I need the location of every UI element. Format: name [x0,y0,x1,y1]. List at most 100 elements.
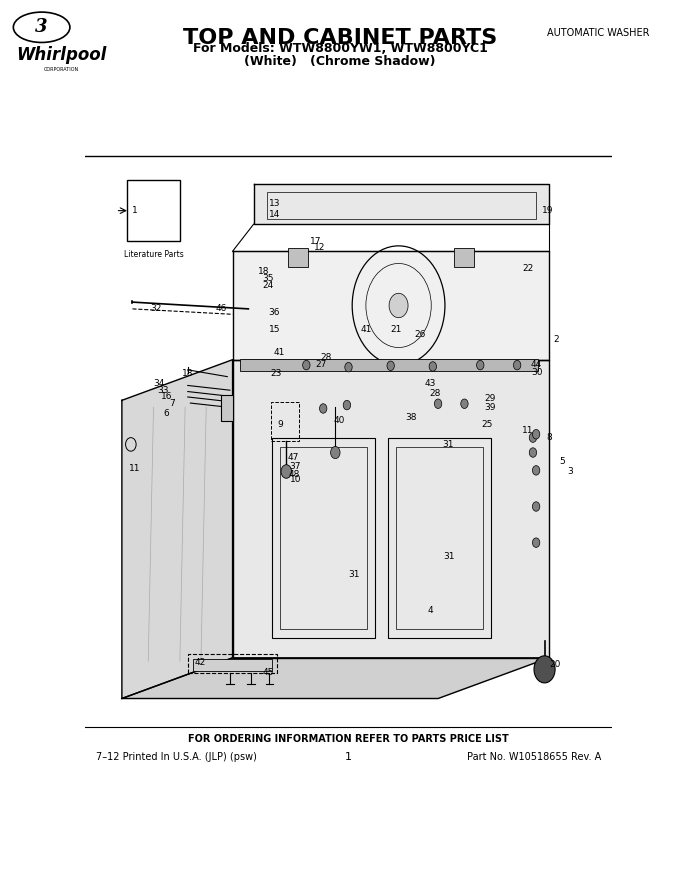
Text: 31: 31 [442,440,454,449]
Bar [188,655,277,673]
Text: 35: 35 [262,274,274,282]
Polygon shape [233,252,549,360]
Text: 26: 26 [415,330,426,339]
Circle shape [303,361,310,370]
Text: 15: 15 [269,325,280,334]
Circle shape [532,538,540,547]
Text: 42: 42 [194,658,205,667]
Text: 28: 28 [321,353,332,363]
Circle shape [532,502,540,511]
Bar [241,359,539,371]
Circle shape [461,399,468,408]
Text: 41: 41 [360,325,371,334]
Text: 28: 28 [430,389,441,398]
Text: 23: 23 [270,369,282,378]
Text: 31: 31 [443,552,454,561]
Text: 43: 43 [424,379,436,388]
Text: 13: 13 [269,200,280,209]
Circle shape [529,448,537,458]
Text: 34: 34 [153,379,165,388]
Text: 16: 16 [161,392,173,401]
Text: 37: 37 [289,462,301,471]
Text: 7–12 Printed In U.S.A. (JLP) (psw): 7–12 Printed In U.S.A. (JLP) (psw) [95,752,256,762]
Bar [127,180,180,241]
Text: Part No. W10518655 Rev. A: Part No. W10518655 Rev. A [467,752,602,762]
Text: 29: 29 [484,394,496,403]
Text: 32: 32 [150,304,162,313]
Text: 12: 12 [314,244,325,253]
Text: 38: 38 [405,413,416,422]
Text: 21: 21 [390,325,402,334]
Circle shape [320,404,327,414]
Text: 1: 1 [132,206,138,215]
Bar [288,248,308,267]
Text: 6: 6 [164,409,169,418]
Circle shape [343,400,351,410]
Text: 47: 47 [288,453,299,463]
Circle shape [532,466,540,475]
Text: 14: 14 [269,209,280,218]
Text: 22: 22 [522,264,533,273]
Text: 5: 5 [559,457,565,466]
Text: 10: 10 [290,475,301,484]
Text: 27: 27 [316,360,327,369]
Text: 7: 7 [169,400,175,408]
Circle shape [513,361,521,370]
Circle shape [330,446,340,458]
Text: 17: 17 [309,237,321,246]
Polygon shape [233,360,549,658]
Text: 2: 2 [554,335,560,344]
Polygon shape [254,184,549,224]
Text: 8: 8 [546,433,551,442]
Text: 30: 30 [531,368,543,377]
Circle shape [387,361,394,370]
Text: Literature Parts: Literature Parts [124,250,184,259]
Text: 31: 31 [348,570,360,579]
Circle shape [534,656,555,683]
Polygon shape [122,658,549,699]
Text: 48: 48 [289,471,301,480]
Circle shape [529,433,537,443]
Text: 11: 11 [522,426,533,436]
Text: 9: 9 [277,420,283,429]
Text: (White)   (Chrome Shadow): (White) (Chrome Shadow) [244,55,436,68]
Text: 39: 39 [484,403,496,413]
Bar [267,193,536,219]
Bar [454,248,474,267]
Bar [280,447,367,628]
Text: 45: 45 [262,668,274,678]
Text: 18: 18 [258,268,270,276]
Bar [193,658,272,671]
Text: TOP AND CABINET PARTS: TOP AND CABINET PARTS [183,28,497,48]
Text: 18: 18 [182,369,194,378]
Text: For Models: WTW8800YW1, WTW8800YC1: For Models: WTW8800YW1, WTW8800YC1 [192,42,488,55]
Bar [271,401,299,441]
Text: AUTOMATIC WASHER: AUTOMATIC WASHER [547,28,649,38]
Text: 20: 20 [549,660,561,669]
Text: 4: 4 [427,606,433,615]
Circle shape [281,465,292,479]
Text: Whirlpool: Whirlpool [16,46,106,64]
Text: 19: 19 [542,206,554,215]
Circle shape [477,361,484,370]
Text: 46: 46 [216,304,226,313]
Polygon shape [122,360,233,699]
Text: CORPORATION: CORPORATION [44,67,79,72]
Text: FOR ORDERING INFORMATION REFER TO PARTS PRICE LIST: FOR ORDERING INFORMATION REFER TO PARTS … [188,734,509,744]
Text: 40: 40 [334,416,345,425]
Text: 3: 3 [567,467,573,476]
Text: 3: 3 [35,18,48,36]
Bar [221,395,233,421]
Text: 33: 33 [157,385,169,395]
Bar [396,447,483,628]
Circle shape [389,293,408,318]
Text: 1: 1 [345,752,352,762]
Text: 24: 24 [262,281,274,290]
Circle shape [532,429,540,439]
Circle shape [429,362,437,371]
Circle shape [345,363,352,372]
Bar [272,437,375,637]
Text: 25: 25 [481,420,492,429]
Text: 36: 36 [268,308,279,317]
Text: 44: 44 [531,360,542,369]
